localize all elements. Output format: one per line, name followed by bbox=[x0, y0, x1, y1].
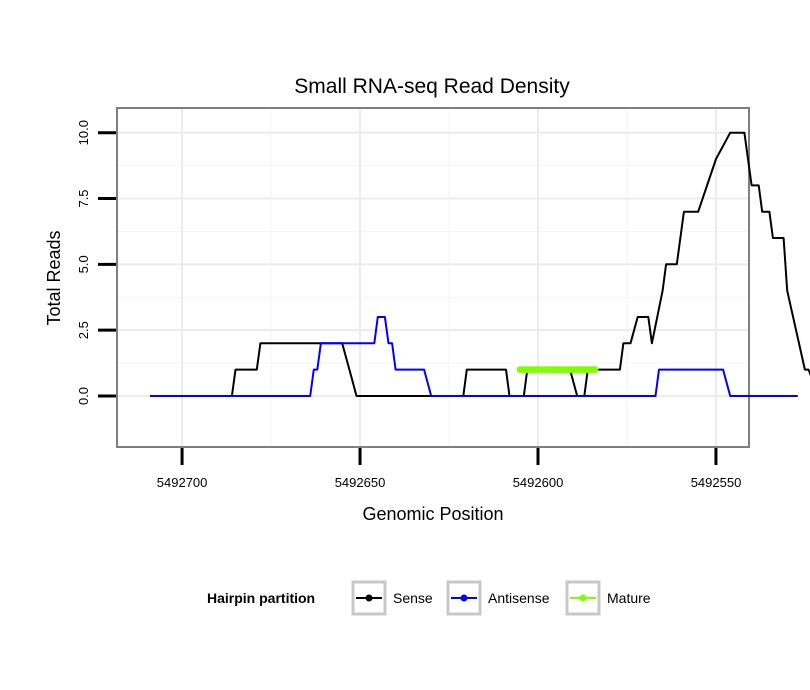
y-tick-label: 0.0 bbox=[76, 387, 91, 405]
y-axis: 0.0 2.5 5.0 7.5 10.0 bbox=[76, 120, 116, 405]
legend-label-sense: Sense bbox=[393, 590, 433, 606]
legend-item-antisense: Antisense bbox=[446, 580, 550, 616]
x-tick-label: 5492550 bbox=[691, 475, 742, 490]
legend: Hairpin partition Sense Antisense Mature bbox=[207, 580, 651, 616]
series-layer bbox=[150, 131, 810, 397]
y-tick-label: 10.0 bbox=[76, 120, 91, 145]
series-line-antisense bbox=[150, 316, 798, 397]
legend-item-sense: Sense bbox=[351, 580, 433, 616]
y-tick-label: 5.0 bbox=[76, 255, 91, 273]
legend-label-antisense: Antisense bbox=[488, 590, 550, 606]
legend-key-dot-sense bbox=[365, 594, 373, 602]
y-tick-label: 7.5 bbox=[76, 189, 91, 207]
legend-key-dot-antisense bbox=[460, 594, 468, 602]
x-tick-label: 5492700 bbox=[157, 475, 208, 490]
plot-panel-border bbox=[116, 107, 750, 448]
grid-minor bbox=[118, 109, 748, 446]
x-axis-title: Genomic Position bbox=[362, 504, 503, 524]
legend-title: Hairpin partition bbox=[207, 590, 315, 606]
series-line-sense bbox=[150, 131, 810, 397]
x-tick-label: 5492650 bbox=[335, 475, 386, 490]
legend-label-mature: Mature bbox=[607, 590, 651, 606]
x-tick-label: 5492600 bbox=[513, 475, 564, 490]
chart-title: Small RNA-seq Read Density bbox=[294, 75, 570, 98]
y-tick-label: 2.5 bbox=[76, 321, 91, 339]
series-point-mature bbox=[516, 366, 524, 374]
legend-key-dot-mature bbox=[579, 594, 587, 602]
y-axis-title: Total Reads bbox=[44, 230, 64, 325]
x-axis: 5492700 5492650 5492600 5492550 bbox=[157, 448, 742, 490]
legend-item-mature: Mature bbox=[565, 580, 651, 616]
